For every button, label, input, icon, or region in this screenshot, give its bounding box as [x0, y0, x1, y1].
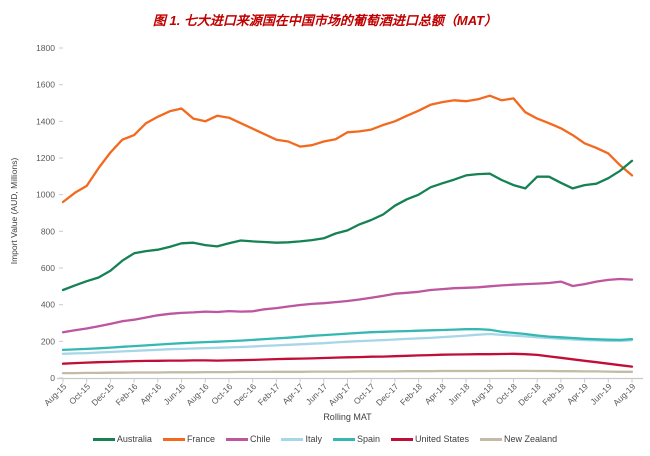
series-line-italy	[61, 332, 634, 355]
x-tick-label: Apr-17	[280, 381, 305, 406]
series-line-spain	[61, 327, 634, 352]
x-tick-label: Jun-19	[588, 381, 614, 407]
x-tick-label: Dec-17	[374, 381, 401, 408]
x-tick-label: Dec-15	[89, 381, 116, 408]
series-line-new-zealand	[61, 369, 634, 375]
x-tick-label: Dec-18	[516, 381, 543, 408]
series-line-australia	[61, 159, 634, 292]
legend-swatch-new-zealand	[480, 437, 503, 441]
legend-item-italy: Italy	[281, 434, 322, 444]
y-tick-label: 600	[41, 263, 55, 273]
legend-label: Chile	[249, 434, 271, 444]
x-tick-label: Apr-19	[565, 381, 590, 406]
legend-label: Italy	[305, 434, 322, 444]
y-tick-label: 0	[50, 373, 55, 383]
legend-label: Australia	[116, 434, 152, 444]
legend-swatch-spain	[332, 437, 355, 441]
x-tick-label: Oct-16	[209, 381, 234, 406]
legend-item-new-zealand: New Zealand	[480, 434, 557, 444]
legend-label: Spain	[356, 434, 381, 444]
x-tick-label: Aug-19	[611, 381, 638, 408]
legend-item-chile: Chile	[225, 434, 271, 444]
chart-title: 图 1. 七大进口来源国在中国市场的葡萄酒进口总额（MAT）	[152, 13, 498, 28]
x-tick-label: Apr-16	[138, 381, 163, 406]
y-tick-label: 800	[41, 226, 55, 236]
x-tick-label: Apr-18	[423, 381, 448, 406]
legend-swatch-france	[162, 437, 185, 441]
legend-label: New Zealand	[504, 434, 558, 444]
legend-item-france: France	[162, 434, 215, 444]
legend-swatch-united-states	[391, 437, 414, 441]
series-line-united-states	[61, 352, 634, 368]
series-line-chile	[61, 277, 634, 334]
series-line-france	[61, 94, 634, 204]
x-tick-label: Feb-16	[113, 381, 139, 407]
y-tick-label: 400	[41, 300, 55, 310]
x-tick-label: Dec-16	[232, 381, 259, 408]
x-tick-label: Aug-16	[184, 381, 211, 408]
chart-legend: Australia France Chile Italy Spain United Sta…	[0, 434, 650, 444]
legend-item-spain: Spain	[332, 434, 381, 444]
legend-swatch-chile	[225, 437, 248, 441]
y-tick-label: 1800	[36, 43, 55, 53]
legend-swatch-italy	[281, 437, 304, 441]
x-tick-label: Feb-19	[540, 381, 566, 407]
y-tick-label: 200	[41, 336, 55, 346]
x-tick-label: Oct-15	[67, 381, 92, 406]
legend-item-australia: Australia	[92, 434, 152, 444]
x-tick-label: Jun-18	[446, 381, 472, 407]
line-chart: 020040060080010001200140016001800Aug-15O…	[36, 43, 643, 408]
x-tick-label: Jun-17	[304, 381, 330, 407]
legend-swatch-australia	[92, 437, 115, 441]
x-tick-label: Aug-15	[42, 381, 69, 408]
legend-item-united-states: United States	[391, 434, 469, 444]
y-tick-label: 1600	[36, 80, 55, 90]
x-axis-title: Rolling MAT	[323, 412, 372, 422]
x-tick-label: Feb-18	[398, 381, 424, 407]
x-tick-label: Oct-18	[494, 381, 519, 406]
y-tick-label: 1200	[36, 153, 55, 163]
x-tick-label: Jun-16	[162, 381, 188, 407]
legend-label: France	[186, 434, 215, 444]
x-tick-label: Aug-18	[469, 381, 496, 408]
y-tick-label: 1400	[36, 116, 55, 126]
legend-label: United States	[415, 434, 470, 444]
x-tick-label: Oct-17	[352, 381, 377, 406]
x-tick-label: Feb-17	[256, 381, 282, 407]
x-tick-label: Aug-17	[326, 381, 353, 408]
y-tick-label: 1000	[36, 190, 55, 200]
